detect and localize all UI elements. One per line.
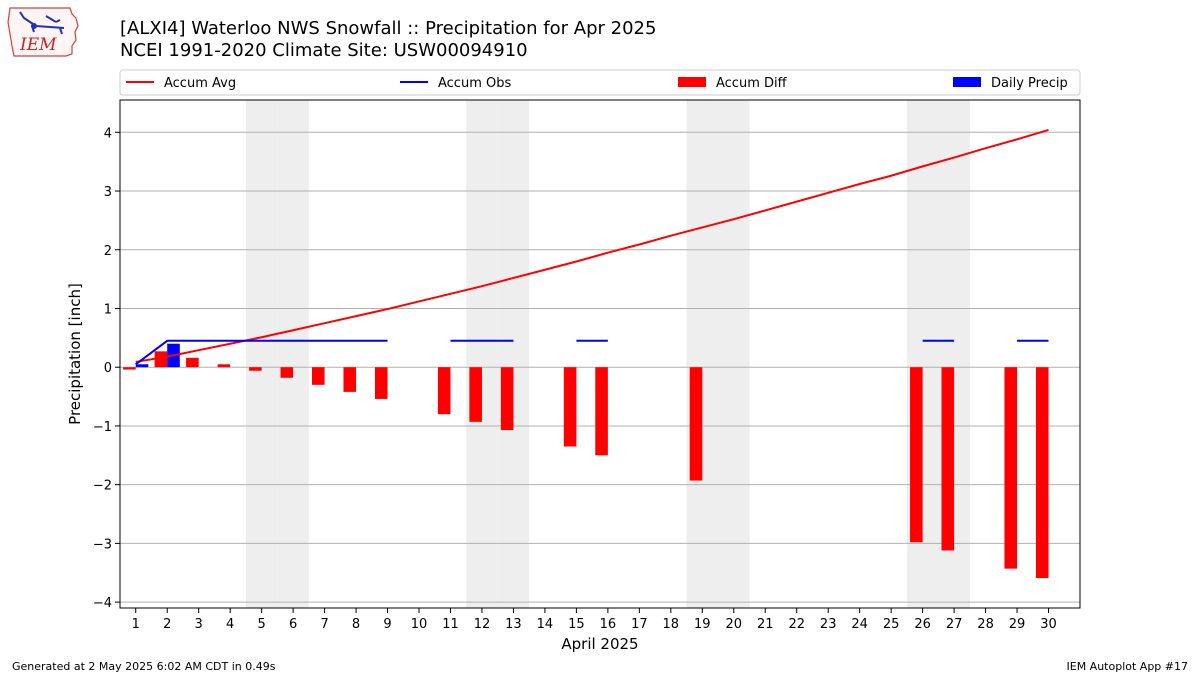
x-tick-label: 7	[320, 617, 328, 632]
accum-diff-bar	[910, 367, 923, 543]
legend-accum-avg-label: Accum Avg	[164, 76, 236, 91]
accum-diff-bar	[312, 367, 325, 385]
accum-diff-bar	[217, 364, 231, 368]
x-tick-label: 26	[914, 617, 931, 632]
y-axis-ticks: −4 −3 −2 −1 0 1 2 3 4	[93, 126, 120, 611]
y-tick-label: 4	[104, 126, 112, 141]
x-tick-label: 14	[537, 617, 554, 632]
y-tick-label: −2	[93, 479, 112, 494]
weekend-band	[686, 100, 719, 608]
y-axis-label: Precipitation [inch]	[66, 283, 84, 425]
x-axis-label: April 2025	[561, 635, 638, 653]
app-credit: IEM Autoplot App #17	[1066, 660, 1189, 673]
logo-text: IEM	[19, 35, 57, 55]
x-tick-label: 24	[851, 617, 868, 632]
x-tick-label: 8	[352, 617, 360, 632]
x-tick-label: 13	[505, 617, 522, 632]
y-tick-label: 0	[104, 361, 112, 376]
plot-frame	[119, 99, 1081, 609]
accum-obs-line	[135, 339, 1049, 366]
x-tick-label: 1	[132, 617, 140, 632]
x-tick-label: 28	[977, 617, 994, 632]
weather-vane-icon	[19, 11, 65, 35]
legend: Accum Avg Accum Obs Accum Diff Daily Precip	[119, 69, 1081, 96]
legend-accum-diff-swatch	[678, 77, 706, 87]
y-tick-label: 3	[104, 185, 112, 200]
y-tick-label: −1	[93, 420, 112, 435]
legend-daily-precip-label: Daily Precip	[991, 76, 1068, 91]
x-tick-label: 5	[257, 617, 265, 632]
legend-box	[119, 69, 1081, 96]
x-axis-ticks: 1 2 3 4 5 6 7 8 9 10 11 12 13 14 15 16 17 18 19 20 21 22 23 24 2…	[132, 608, 1057, 632]
weekend-band	[718, 100, 750, 608]
x-tick-label: 4	[226, 617, 234, 632]
x-tick-label: 29	[1009, 617, 1026, 632]
x-tick-label: 30	[1040, 617, 1057, 632]
chart-subtitle: NCEI 1991-2020 Climate Site: USW00094910	[120, 40, 528, 61]
x-tick-label: 22	[788, 617, 805, 632]
accum-obs-line	[135, 339, 388, 366]
legend-accum-diff-label: Accum Diff	[716, 76, 788, 91]
x-tick-label: 15	[568, 617, 585, 632]
weekend-band	[245, 100, 278, 608]
accum-diff-bars	[123, 351, 1049, 579]
generated-timestamp: Generated at 2 May 2025 6:02 AM CDT in 0…	[12, 660, 276, 673]
accum-avg-line	[135, 128, 1049, 363]
accum-diff-bar	[1004, 367, 1018, 569]
x-tick-label: 21	[757, 617, 774, 632]
accum-diff-bar	[595, 367, 608, 456]
x-tick-label: 2	[163, 617, 171, 632]
x-tick-label: 9	[383, 617, 391, 632]
accum-diff-bar	[374, 367, 388, 399]
accum-diff-bar	[123, 367, 136, 370]
weekend-band	[277, 100, 309, 608]
accum-diff-bar	[186, 357, 199, 368]
y-tick-label: 1	[104, 302, 112, 317]
x-tick-label: 25	[883, 617, 900, 632]
x-tick-label: 17	[631, 617, 648, 632]
accum-diff-bar	[563, 367, 577, 447]
x-tick-label: 12	[474, 617, 491, 632]
x-tick-label: 20	[725, 617, 742, 632]
accum-diff-bar	[343, 367, 357, 392]
precipitation-chart: 1 2 3 4 5 6 7 8 9 10 11 12 13 14 15 16 17 18 19 20 21 22 23 24 2…	[66, 69, 1081, 653]
weekend-bands	[245, 100, 970, 608]
accum-diff-bar	[154, 351, 168, 368]
daily-precip-bar	[135, 364, 149, 368]
legend-accum-obs-label: Accum Obs	[438, 76, 511, 91]
x-tick-label: 11	[442, 617, 459, 632]
x-tick-label: 6	[289, 617, 297, 632]
x-tick-label: 18	[663, 617, 680, 632]
accum-diff-bar	[280, 367, 294, 378]
x-tick-label: 23	[820, 617, 837, 632]
accum-avg-line	[135, 128, 1049, 363]
accum-diff-bar	[1035, 367, 1049, 579]
x-tick-label: 3	[195, 617, 203, 632]
x-tick-label: 10	[411, 617, 428, 632]
accum-diff-bar	[249, 367, 262, 371]
x-tick-label: 19	[694, 617, 711, 632]
accum-diff-bar	[689, 367, 703, 481]
weekend-band	[466, 100, 498, 608]
accum-diff-bar	[941, 367, 955, 551]
legend-daily-precip-swatch	[953, 77, 981, 87]
x-tick-label: 16	[600, 617, 617, 632]
accum-diff-bar	[469, 367, 482, 422]
y-tick-label: −4	[93, 596, 112, 611]
iem-logo: IEM	[7, 7, 79, 57]
y-tick-label: 2	[104, 244, 112, 259]
accum-diff-bar	[437, 367, 451, 415]
y-tick-label: −3	[93, 537, 112, 552]
accum-diff-bar	[500, 367, 514, 431]
x-tick-label: 27	[946, 617, 963, 632]
chart-title: [ALXI4] Waterloo NWS Snowfall :: Precipi…	[120, 18, 657, 39]
weekend-band	[497, 100, 530, 608]
